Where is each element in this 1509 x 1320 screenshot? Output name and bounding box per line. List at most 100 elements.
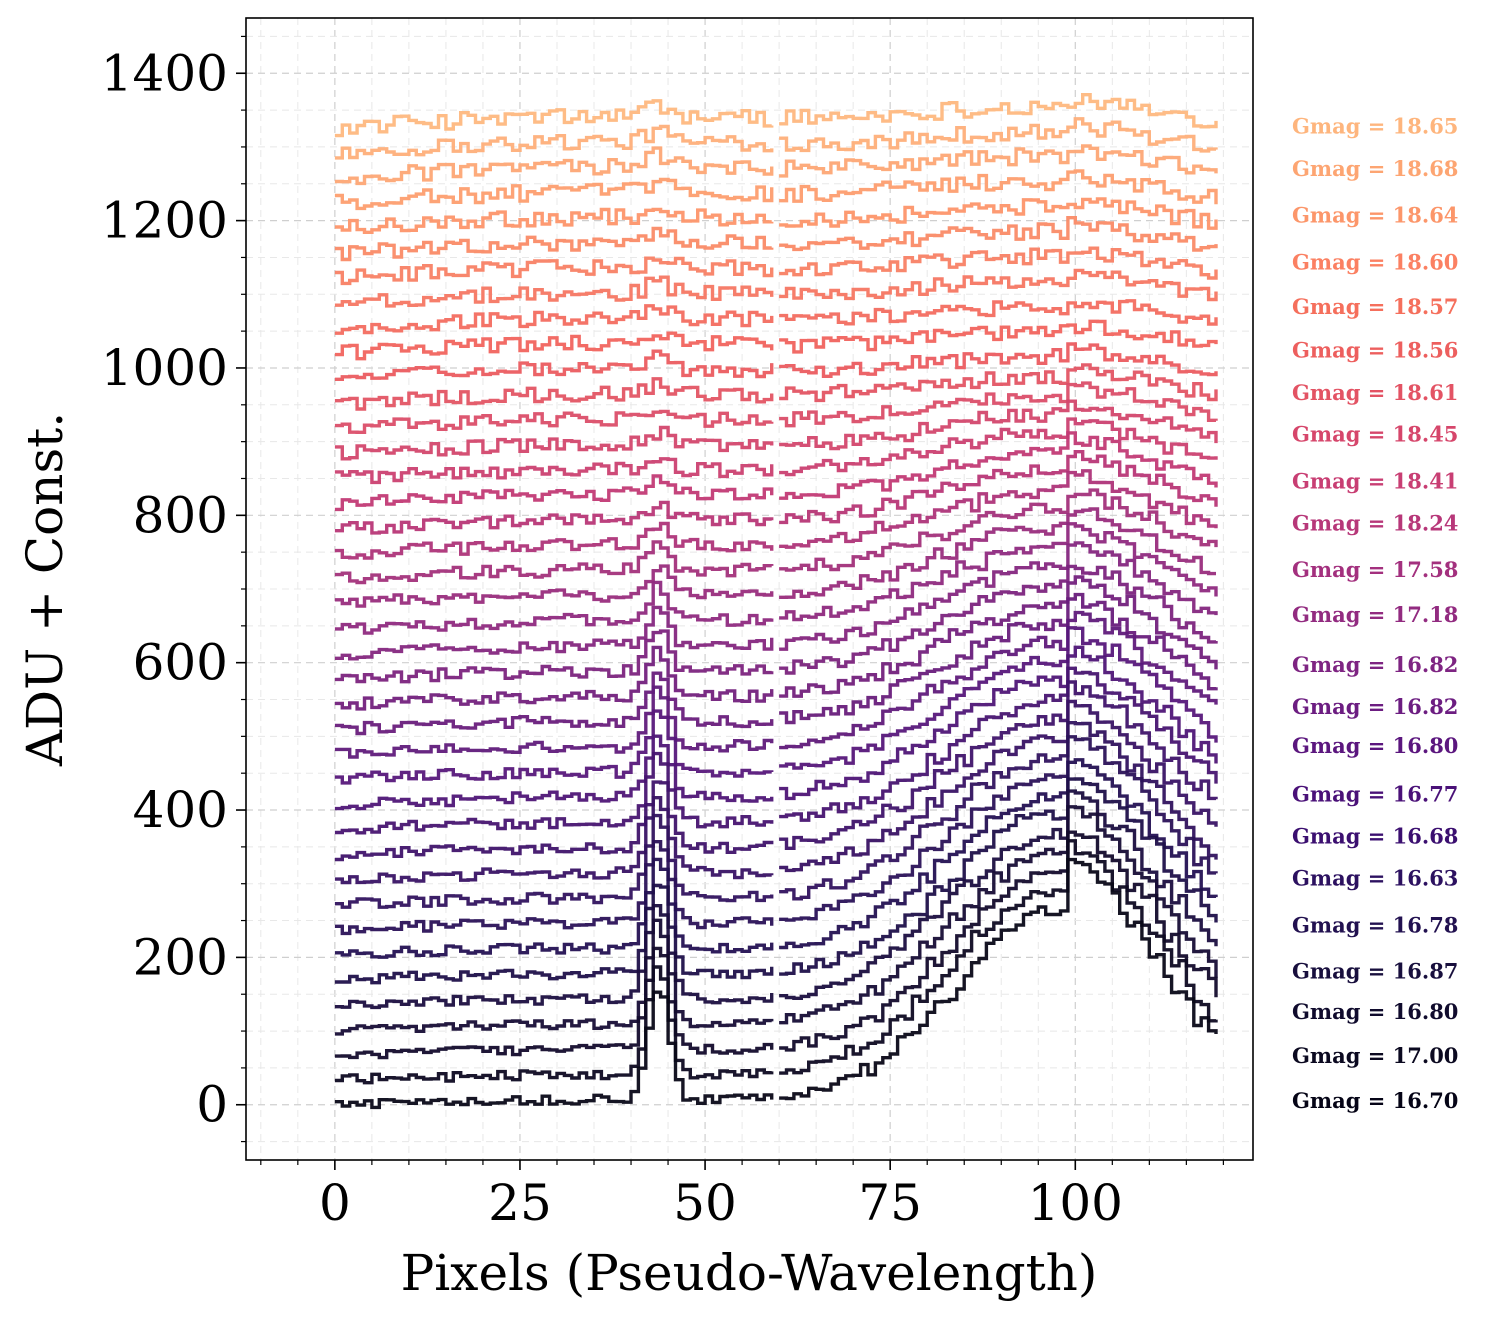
gmag-label: Gmag = 18.64: [1292, 202, 1458, 227]
y-tick-label: 1000: [101, 339, 228, 397]
spectrum-segment: [779, 431, 1218, 500]
y-tick-label: 800: [133, 486, 228, 544]
spectrum-line: [334, 319, 1218, 361]
spectrum-segment: [779, 381, 1218, 428]
spectrum-line: [334, 299, 1218, 335]
gmag-label: Gmag = 16.77: [1292, 782, 1458, 807]
spectrum-segment: [779, 197, 1218, 230]
spectrum-segment: [779, 93, 1218, 129]
spectrum-line: [334, 169, 1218, 211]
spectrum-segment: [779, 216, 1218, 252]
spectrum-segment: [779, 268, 1218, 302]
spectrum-segment: [779, 721, 1218, 901]
spectrum-segment: [334, 780, 774, 862]
gmag-label: Gmag = 18.56: [1292, 337, 1458, 362]
spectrum-line: [334, 666, 1218, 835]
spectrum-line: [334, 381, 1218, 434]
spectrum-segment: [334, 751, 774, 835]
gmag-label: Gmag = 17.58: [1292, 557, 1458, 582]
spectrum-line: [334, 488, 1218, 585]
gmag-label: Gmag = 16.63: [1292, 866, 1458, 891]
spectrum-segment: [779, 610, 1218, 750]
spectrum-line: [334, 805, 1218, 1036]
spectrum-segment: [334, 304, 774, 335]
y-tick-label: 1200: [101, 192, 228, 250]
spectrum-line: [334, 431, 1218, 512]
spectrum-segment: [779, 522, 1218, 622]
spectrum-segment: [334, 377, 774, 411]
x-tick-label: 75: [858, 1174, 922, 1232]
spectrum-segment: [779, 117, 1218, 153]
grid: [246, 18, 1253, 1160]
spectrum-line: [334, 857, 1218, 1110]
spectrum-segment: [779, 758, 1218, 950]
spectrum-segment: [779, 319, 1218, 354]
spectrum-segment: [334, 629, 774, 684]
spectrum-line: [334, 507, 1216, 608]
spectrum-line: [334, 735, 1218, 936]
spectrum-line: [334, 721, 1218, 909]
spectrum-segment: [334, 685, 774, 759]
spectrum-line: [334, 216, 1218, 262]
spectrum-line: [334, 342, 1218, 381]
spectrum-segment: [334, 918, 774, 1036]
gmag-label: Gmag = 18.60: [1292, 250, 1458, 275]
spectrum-segment: [779, 626, 1218, 770]
spectrum-segment: [334, 605, 774, 661]
spectrum-line: [334, 626, 1218, 785]
spectrum-line: [334, 839, 1218, 1085]
gmag-label: Gmag = 18.65: [1292, 113, 1458, 138]
spectrum-segment: [779, 299, 1218, 326]
spectrum-segment: [334, 813, 774, 909]
spectrum-segment: [779, 564, 1218, 675]
spectrum-segment: [779, 169, 1218, 205]
spectrum-segment: [334, 734, 774, 811]
spectrum-segment: [334, 226, 774, 262]
spectrum-line: [334, 117, 1218, 160]
spectrum-line: [334, 610, 1218, 759]
spectrum-segment: [334, 146, 774, 186]
spectrum-line: [334, 758, 1218, 959]
spectrum-segment: [334, 474, 774, 512]
spectrum-line: [334, 522, 1218, 635]
spectrum-segment: [334, 540, 774, 585]
y-tick-label: 600: [133, 634, 228, 692]
spectrum-segment: [779, 699, 1218, 873]
spectrum-line: [334, 469, 1218, 560]
spectrum-segment: [779, 839, 1218, 1075]
spectrum-line: [334, 246, 1218, 286]
spectrum-segment: [334, 177, 774, 211]
spectrum-line: [334, 592, 1218, 736]
spectrum-segment: [334, 275, 774, 308]
spectrum-line: [334, 699, 1218, 885]
spectrum-line: [334, 417, 1218, 485]
spectrum-segment: [334, 796, 774, 885]
gmag-label: Gmag = 16.80: [1292, 733, 1458, 758]
spectrum-segment: [779, 830, 1218, 1052]
gmag-label: Gmag = 16.82: [1292, 652, 1458, 677]
gmag-label: Gmag = 18.24: [1292, 510, 1458, 535]
spectrum-line: [334, 830, 1218, 1060]
gmag-labels: Gmag = 18.65 Gmag = 18.68 Gmag = 18.64 Gmag…: [1292, 113, 1458, 1113]
y-axis-label: ADU + Const.: [16, 412, 74, 767]
spectrum-line: [334, 399, 1218, 461]
gmag-label: Gmag = 17.00: [1292, 1043, 1458, 1068]
spectrum-segment: [334, 500, 774, 535]
spectrum-segment: [779, 575, 1218, 698]
spectrum-segment: [334, 521, 774, 560]
spectrum-segment: [334, 256, 774, 286]
spectrum-line: [334, 450, 1218, 535]
gmag-label: Gmag = 16.82: [1292, 694, 1458, 719]
x-tick-label: 25: [488, 1174, 552, 1232]
spectrum-segment: [779, 507, 1216, 599]
spectrum-segment: [334, 207, 774, 234]
y-tick-label: 400: [133, 781, 228, 839]
spectrum-segment: [779, 805, 1218, 1025]
spectrum-segment: [334, 349, 774, 381]
spectrum-line: [334, 564, 1218, 684]
spectrum-segment: [779, 680, 1218, 850]
x-tick-label: 100: [1028, 1174, 1123, 1232]
spectrum-segment: [334, 883, 774, 985]
spectrum-line: [334, 789, 1218, 1010]
y-tick-label: 0: [196, 1076, 228, 1134]
